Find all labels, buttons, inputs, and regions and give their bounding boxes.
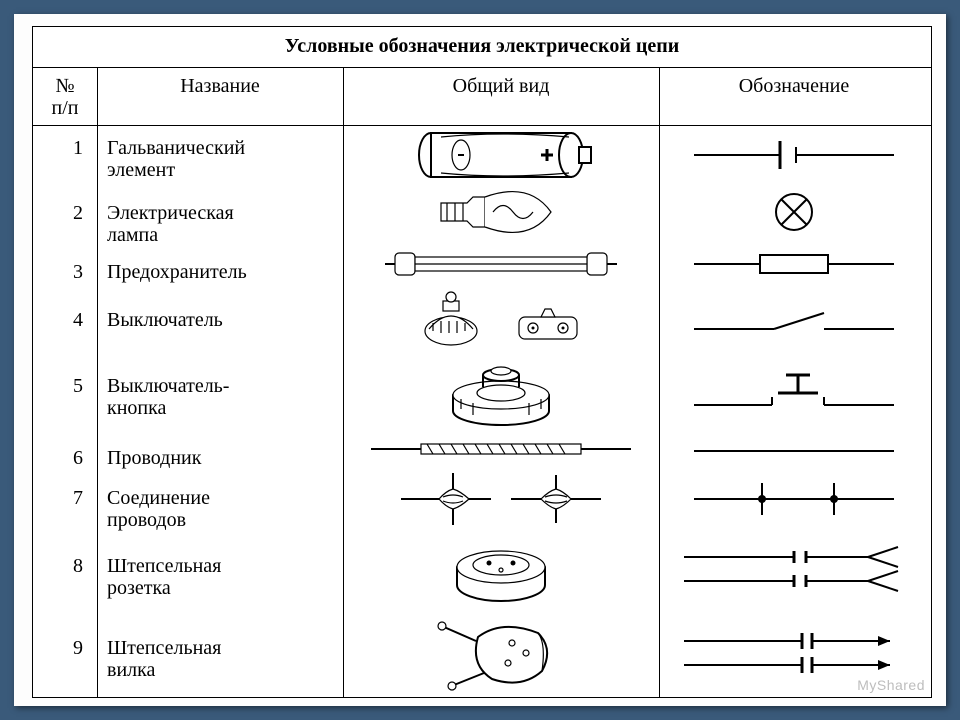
- symbol-lamp: [669, 189, 919, 235]
- row-num: 8: [33, 555, 97, 578]
- row-name: Выключатель: [107, 309, 337, 331]
- row-num: 9: [33, 637, 97, 660]
- header-symbol: Обозначение: [659, 75, 929, 98]
- symbol-plug: [669, 625, 919, 681]
- symbol-pushbutton: [669, 367, 919, 417]
- pictorial-pushbutton: [343, 353, 659, 427]
- row-num: 2: [33, 202, 97, 225]
- pictorial-junction: [343, 469, 659, 529]
- pictorial-battery: [343, 127, 659, 183]
- rule-header-top: [33, 67, 931, 68]
- row-name: Штепсельная розетка: [107, 555, 337, 599]
- symbol-junction: [669, 479, 919, 519]
- symbol-battery: [669, 133, 919, 177]
- pictorial-wire: [343, 439, 659, 459]
- row-num: 4: [33, 309, 97, 332]
- row-name: Гальванический элемент: [107, 137, 337, 181]
- row-num: 3: [33, 261, 97, 284]
- row-name: Электрическая лампа: [107, 202, 337, 246]
- symbol-switch: [669, 305, 919, 339]
- symbol-fuse: [669, 249, 919, 279]
- watermark-text: MyShared: [857, 677, 925, 693]
- table-frame: Условные обозначения электрической цепи …: [32, 26, 932, 698]
- row-num: 7: [33, 487, 97, 510]
- page-card: Условные обозначения электрической цепи …: [14, 14, 946, 706]
- symbol-wire: [669, 443, 919, 459]
- row-num: 5: [33, 375, 97, 398]
- symbol-socket: [669, 541, 919, 597]
- header-view: Общий вид: [343, 75, 659, 98]
- table-title: Условные обозначения электрической цепи: [33, 35, 931, 58]
- row-name: Соединение проводов: [107, 487, 337, 531]
- pictorial-socket: [343, 537, 659, 603]
- rule-col-3: [659, 67, 660, 697]
- rule-header-bottom: [33, 125, 931, 126]
- row-name: Выключатель- кнопка: [107, 375, 337, 419]
- pictorial-fuse: [343, 247, 659, 281]
- row-num: 1: [33, 137, 97, 160]
- rule-col-1: [97, 67, 98, 697]
- row-name: Штепсельная вилка: [107, 637, 337, 681]
- header-name: Название: [97, 75, 343, 98]
- header-num: № п/п: [33, 75, 97, 119]
- row-name: Проводник: [107, 447, 337, 469]
- row-name: Предохранитель: [107, 261, 337, 283]
- pictorial-lamp: [343, 187, 659, 237]
- pictorial-switch: [343, 291, 659, 351]
- pictorial-plug: [343, 613, 659, 691]
- row-num: 6: [33, 447, 97, 470]
